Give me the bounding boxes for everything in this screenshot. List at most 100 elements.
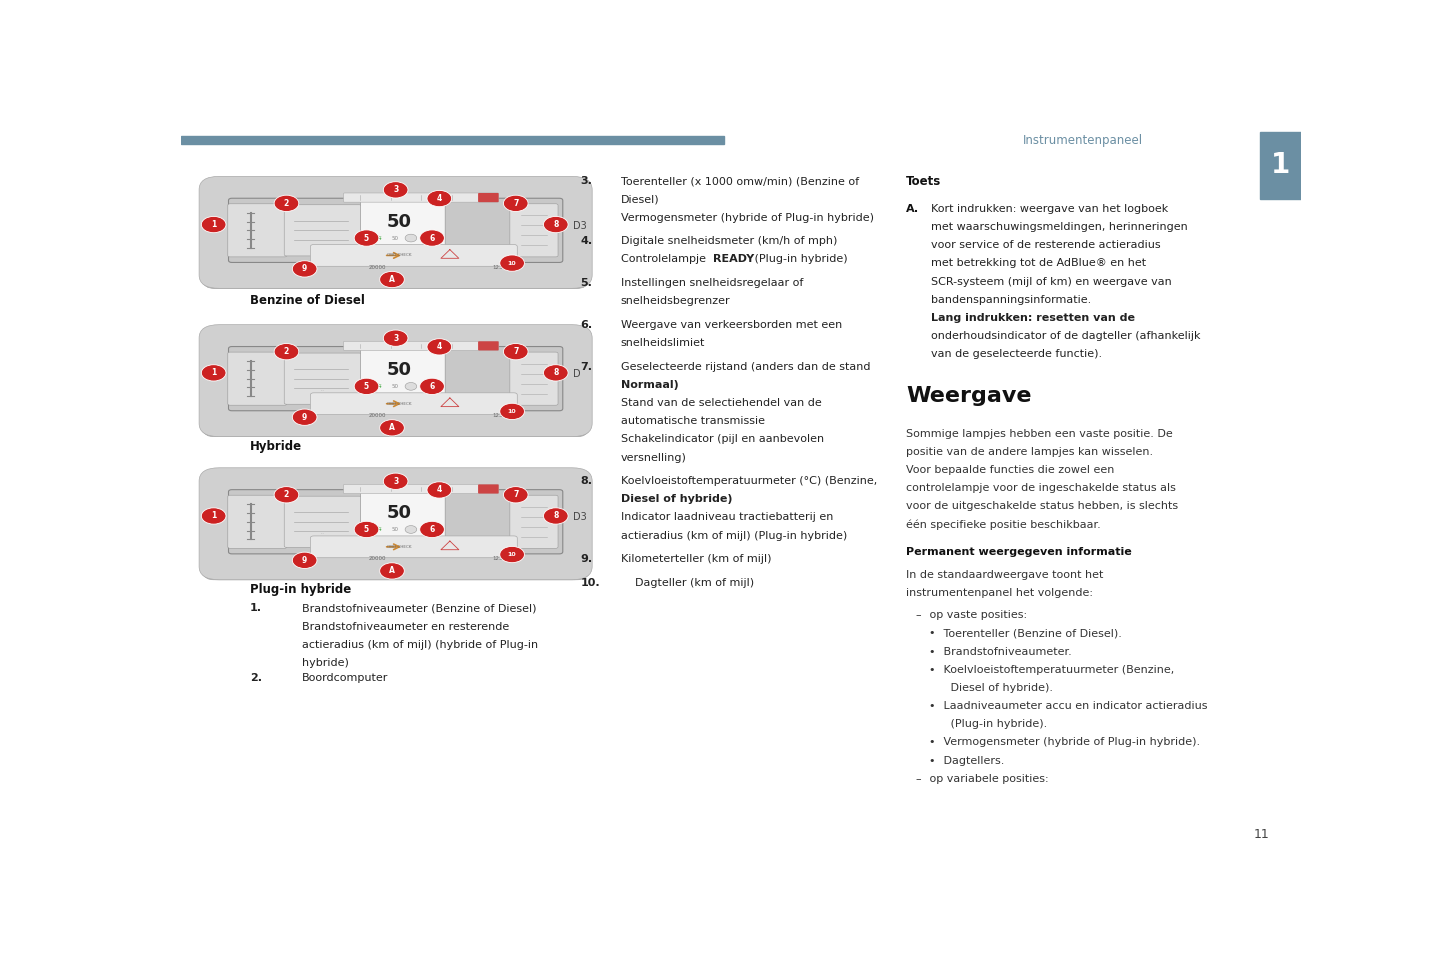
Text: 7: 7 [513,490,519,499]
Text: READY: READY [712,254,754,265]
Text: op vaste posities:: op vaste posities: [926,611,1027,620]
Circle shape [543,365,568,381]
Text: •: • [929,664,935,675]
Text: positie van de andere lampjes kan wisselen.: positie van de andere lampjes kan wissel… [906,447,1153,456]
Circle shape [380,272,405,288]
Text: Indicator laadniveau tractiebatterij en: Indicator laadniveau tractiebatterij en [621,512,834,523]
Text: 5: 5 [364,525,368,534]
Text: Boordcomputer: Boordcomputer [302,673,387,683]
FancyBboxPatch shape [361,198,445,254]
FancyBboxPatch shape [199,325,592,436]
Text: voor de uitgeschakelde status hebben, is slechts: voor de uitgeschakelde status hebben, is… [906,502,1179,511]
Text: snelheidsbegrenzer: snelheidsbegrenzer [621,297,730,306]
Text: A: A [389,424,394,432]
FancyBboxPatch shape [311,245,517,267]
Bar [1260,132,1300,198]
Text: Toerenteller (x 1000 omw/min) (Benzine of: Toerenteller (x 1000 omw/min) (Benzine o… [621,176,858,187]
Text: Weergave van verkeersborden met een: Weergave van verkeersborden met een [621,320,842,330]
Circle shape [201,508,225,524]
FancyBboxPatch shape [361,347,445,403]
Text: 10.: 10. [581,578,600,587]
Text: 1: 1 [211,369,217,377]
Text: Diesel): Diesel) [621,195,659,204]
Text: (Plug-in hybride): (Plug-in hybride) [750,254,847,265]
Text: 50: 50 [386,504,412,522]
Text: Hybride: Hybride [250,440,302,454]
Text: •: • [929,756,935,766]
Text: (Plug-in hybride).: (Plug-in hybride). [939,719,1048,729]
FancyBboxPatch shape [285,353,361,404]
Text: Diesel of hybride): Diesel of hybride) [621,494,733,505]
Text: D: D [574,369,581,378]
FancyBboxPatch shape [510,204,558,257]
Text: 5.: 5. [581,278,592,288]
Text: 1: 1 [211,511,217,520]
Text: 8: 8 [553,511,558,520]
FancyBboxPatch shape [510,352,558,405]
FancyBboxPatch shape [311,536,517,558]
Text: 1: 1 [1270,151,1290,179]
Text: voor service of de resterende actieradius: voor service of de resterende actieradiu… [931,241,1160,250]
Circle shape [201,217,225,233]
FancyBboxPatch shape [285,496,361,547]
Text: Controlelampje: Controlelampje [621,254,709,265]
Text: controlelampje voor de ingeschakelde status als: controlelampje voor de ingeschakelde sta… [906,483,1176,493]
Text: SCR-systeem (mijl of km) en weergave van: SCR-systeem (mijl of km) en weergave van [931,276,1172,287]
Text: Plug-in hybride: Plug-in hybride [250,583,351,596]
Text: automatische transmissie: automatische transmissie [621,416,764,427]
Text: Dagteller (km of mijl): Dagteller (km of mijl) [636,578,754,587]
Text: 3: 3 [393,333,399,343]
FancyBboxPatch shape [228,347,562,411]
Text: hybride): hybride) [302,658,348,668]
Text: 6: 6 [429,234,435,243]
FancyBboxPatch shape [228,198,562,263]
Circle shape [405,526,416,534]
Text: Voor bepaalde functies die zowel een: Voor bepaalde functies die zowel een [906,465,1114,475]
Text: ⇆: ⇆ [377,236,381,241]
Text: Normaal): Normaal) [621,379,679,390]
Text: Permanent weergegeven informatie: Permanent weergegeven informatie [906,547,1131,557]
Text: –: – [915,774,920,784]
Text: versnelling): versnelling) [621,453,686,462]
FancyBboxPatch shape [228,495,288,548]
Text: •: • [929,646,935,657]
Text: 5: 5 [364,382,368,391]
Circle shape [500,255,525,272]
FancyBboxPatch shape [478,193,499,202]
Text: 50: 50 [392,527,399,532]
Text: snelheidslimiet: snelheidslimiet [621,338,705,348]
Circle shape [503,344,527,360]
Text: 8.: 8. [581,476,592,486]
FancyBboxPatch shape [510,495,558,548]
Text: Diesel of hybride).: Diesel of hybride). [939,683,1053,693]
Text: 123: 123 [493,265,503,270]
Text: ⇆: ⇆ [377,527,381,532]
Text: Brandstofniveaumeter (Benzine of Diesel): Brandstofniveaumeter (Benzine of Diesel) [302,604,536,613]
Circle shape [503,486,527,503]
Circle shape [405,382,416,390]
Text: 9.: 9. [581,555,592,564]
Text: onderhoudsindicator of de dagteller (afhankelijk: onderhoudsindicator of de dagteller (afh… [931,331,1201,341]
Text: OBD CHECK: OBD CHECK [387,402,412,405]
Text: 9: 9 [302,265,308,273]
Text: Digitale snelheidsmeter (km/h of mph): Digitale snelheidsmeter (km/h of mph) [621,236,837,247]
Text: Toerenteller (Benzine of Diesel).: Toerenteller (Benzine of Diesel). [939,629,1121,638]
FancyBboxPatch shape [311,393,517,415]
Circle shape [500,546,525,562]
Text: –: – [915,611,920,620]
Circle shape [383,330,407,347]
FancyBboxPatch shape [285,205,361,256]
Text: 4: 4 [436,485,442,494]
FancyBboxPatch shape [202,470,590,580]
Text: 3: 3 [393,185,399,195]
FancyBboxPatch shape [202,326,590,436]
Circle shape [405,234,416,242]
Text: van de geselecteerde functie).: van de geselecteerde functie). [931,350,1103,359]
Text: 4.: 4. [581,236,592,247]
Text: D3: D3 [574,221,587,230]
Text: Stand van de selectiehendel van de: Stand van de selectiehendel van de [621,398,822,408]
FancyBboxPatch shape [228,489,562,554]
Circle shape [543,508,568,524]
Circle shape [292,409,316,426]
FancyBboxPatch shape [228,352,288,405]
